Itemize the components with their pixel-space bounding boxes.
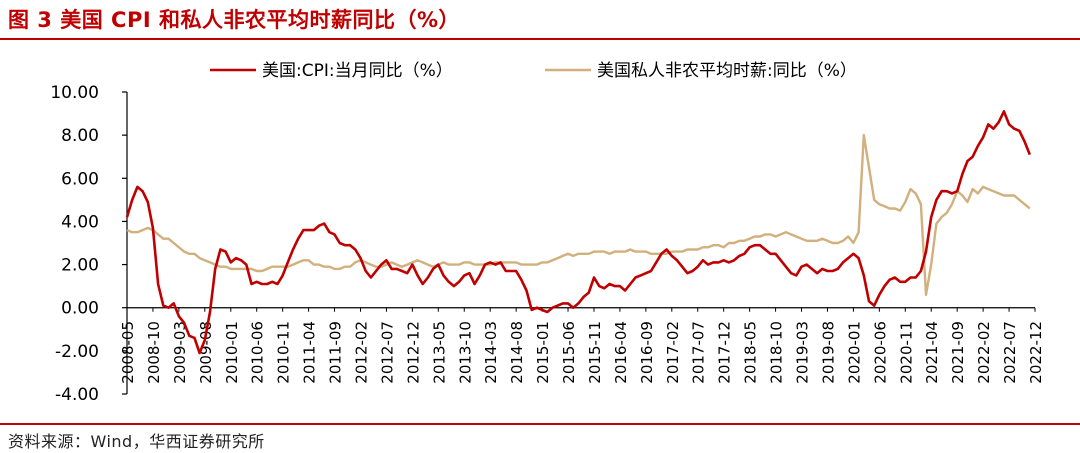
x-tick-label: 2019-03 bbox=[794, 321, 812, 384]
x-tick-label: 2015-11 bbox=[586, 321, 604, 384]
x-tick-label: 2013-10 bbox=[456, 321, 474, 384]
x-tick-label: 2020-06 bbox=[871, 321, 889, 384]
x-tick-label: 2011-09 bbox=[327, 321, 345, 384]
y-tick-label: 0.00 bbox=[61, 299, 99, 319]
x-tick-label: 2018-05 bbox=[742, 321, 760, 384]
x-tick-label: 2012-07 bbox=[378, 321, 396, 384]
legend-label-wage: 美国私人非农平均时薪:同比（%） bbox=[597, 61, 857, 81]
source-rule bbox=[0, 423, 1080, 425]
x-tick-label: 2022-02 bbox=[975, 321, 993, 384]
x-tick-label: 2014-08 bbox=[508, 321, 526, 384]
x-tick-label: 2022-07 bbox=[1001, 321, 1019, 384]
x-tick-label: 2017-02 bbox=[664, 321, 682, 384]
x-tick-label: 2008-05 bbox=[119, 321, 137, 384]
x-tick-label: 2015-01 bbox=[534, 321, 552, 384]
series-line-cpi bbox=[125, 110, 1032, 355]
y-tick-label: 8.00 bbox=[61, 126, 99, 146]
x-tick-label: 2021-04 bbox=[923, 321, 941, 384]
title-rule bbox=[0, 38, 1080, 40]
y-tick-label: 10.00 bbox=[50, 83, 99, 103]
x-axis: 2008-05 2008-10 2009-03 2009-08 2010-01 2010-… bbox=[119, 307, 1045, 384]
line-chart: 美国:CPI:当月同比（%） 美国私人非农平均时薪:同比（%） 10.00 8.0… bbox=[50, 61, 1045, 405]
x-tick-label: 2019-08 bbox=[819, 321, 837, 384]
figure-source: 资料来源：Wind，华西证券研究所 bbox=[8, 432, 265, 451]
y-tick-label: 4.00 bbox=[61, 212, 99, 232]
x-tick-label: 2020-11 bbox=[897, 321, 915, 384]
figure-title: 图 3 美国 CPI 和私人非农平均时薪同比（%） bbox=[8, 8, 461, 32]
x-tick-label: 2015-06 bbox=[560, 321, 578, 384]
x-tick-label: 2008-10 bbox=[145, 321, 163, 384]
x-tick-label: 2012-02 bbox=[352, 321, 370, 384]
y-axis: 10.00 8.00 6.00 4.00 2.00 0.00 -2.00 -4.00 bbox=[50, 83, 128, 405]
y-tick-label: -2.00 bbox=[55, 342, 99, 362]
x-tick-label: 2009-03 bbox=[171, 321, 189, 384]
x-tick-label: 2016-09 bbox=[638, 321, 656, 384]
x-tick-label: 2010-11 bbox=[275, 321, 293, 384]
x-tick-label: 2016-04 bbox=[612, 321, 630, 384]
y-tick-label: -4.00 bbox=[55, 385, 99, 405]
x-tick-label: 2018-10 bbox=[768, 321, 786, 384]
legend-label-cpi: 美国:CPI:当月同比（%） bbox=[262, 61, 453, 81]
x-tick-label: 2014-03 bbox=[482, 321, 500, 384]
x-tick-label: 2022-12 bbox=[1027, 321, 1045, 384]
x-tick-label: 2020-01 bbox=[845, 321, 863, 384]
x-tick-label: 2009-08 bbox=[197, 321, 215, 384]
x-tick-label: 2013-05 bbox=[430, 321, 448, 384]
y-tick-label: 6.00 bbox=[61, 169, 99, 189]
x-tick-label: 2010-01 bbox=[223, 321, 241, 384]
y-tick-label: 2.00 bbox=[61, 256, 99, 276]
series-line-wage bbox=[126, 133, 1031, 296]
chart-legend: 美国:CPI:当月同比（%） 美国私人非农平均时薪:同比（%） bbox=[210, 61, 857, 81]
x-tick-label: 2017-12 bbox=[716, 321, 734, 384]
x-tick-label: 2011-04 bbox=[301, 321, 319, 384]
x-tick-label: 2017-07 bbox=[690, 321, 708, 384]
plot-area bbox=[125, 110, 1032, 355]
x-tick-label: 2010-06 bbox=[249, 321, 267, 384]
x-tick-label: 2021-09 bbox=[949, 321, 967, 384]
x-tick-label: 2012-12 bbox=[404, 321, 422, 384]
